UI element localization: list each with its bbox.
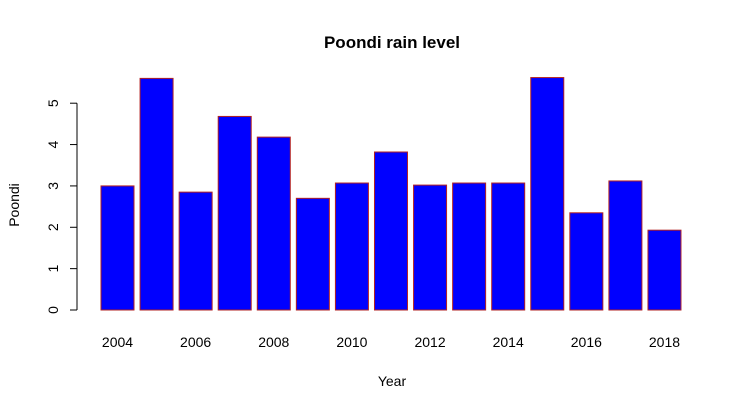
x-tick-label: 2010 <box>336 334 367 350</box>
bar-2011 <box>373 151 408 311</box>
x-tick-label: 2008 <box>258 334 289 350</box>
bar-2008 <box>256 136 291 311</box>
x-axis-label: Year <box>378 373 407 389</box>
bar-2017 <box>608 180 643 311</box>
bar-2007 <box>217 115 252 311</box>
bar-2004 <box>100 185 135 311</box>
x-axis-tick-labels: 2004 2006 2008 2010 2012 2014 2016 2018 <box>102 334 680 350</box>
bar-2018 <box>647 229 682 311</box>
chart-title: Poondi rain level <box>324 33 460 52</box>
x-tick-label: 2006 <box>180 334 211 350</box>
y-tick-label: 5 <box>45 99 61 107</box>
y-tick-label: 2 <box>45 223 61 231</box>
x-tick-label: 2004 <box>102 334 133 350</box>
bar-2006 <box>178 191 213 311</box>
y-tick-label: 1 <box>45 265 61 273</box>
y-axis: 0 1 2 3 4 5 <box>45 99 78 314</box>
y-tick-label: 0 <box>45 306 61 314</box>
bar-2005 <box>139 77 174 311</box>
y-axis-label: Poondi <box>6 183 22 227</box>
bar-2013 <box>452 182 487 311</box>
x-tick-label: 2016 <box>571 334 602 350</box>
x-tick-label: 2018 <box>649 334 680 350</box>
x-tick-label: 2014 <box>493 334 524 350</box>
bar-2010 <box>334 182 369 311</box>
bar-2016 <box>569 212 604 311</box>
bar-2015 <box>530 77 565 311</box>
bars-group <box>100 77 682 311</box>
y-tick-label: 4 <box>45 140 61 148</box>
y-tick-label: 3 <box>45 182 61 190</box>
x-tick-label: 2012 <box>414 334 445 350</box>
bar-2012 <box>413 184 448 311</box>
bar-2009 <box>295 197 330 311</box>
bar-2014 <box>491 182 526 311</box>
